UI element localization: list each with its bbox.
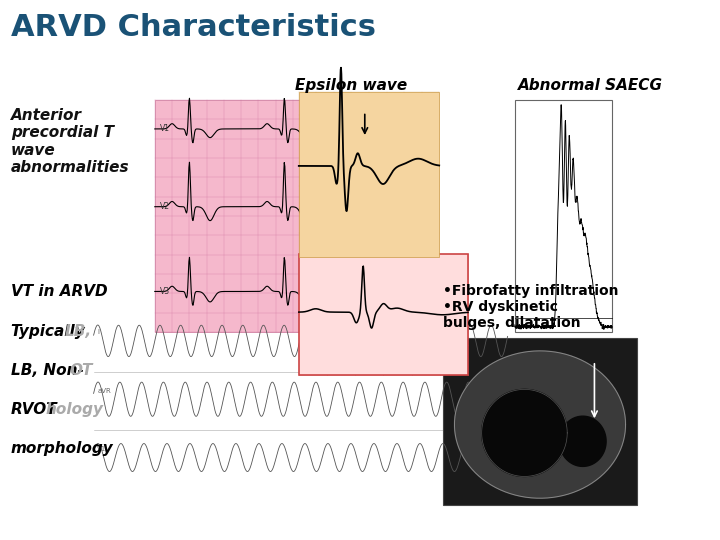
Text: V1: V1	[160, 124, 170, 133]
Text: V3: V3	[160, 287, 170, 296]
Text: Epsilon wave: Epsilon wave	[295, 78, 408, 93]
Text: morphology: morphology	[11, 441, 114, 456]
Bar	[299, 254, 468, 375]
Text: V2: V2	[160, 202, 170, 211]
Text: aVR: aVR	[97, 388, 111, 394]
Text: LB, Non-: LB, Non-	[11, 363, 84, 378]
Text: ARVD Characteristics: ARVD Characteristics	[11, 14, 376, 43]
Text: OT: OT	[70, 363, 93, 378]
Text: Anterior
precordial T
wave
abnormalities: Anterior precordial T wave abnormalities	[11, 108, 130, 175]
Text: Typically: Typically	[11, 324, 90, 339]
Text: LB,: LB,	[65, 324, 92, 339]
Text: Abnormal SAECG: Abnormal SAECG	[518, 78, 663, 93]
Polygon shape	[559, 416, 606, 467]
Text: I: I	[97, 329, 99, 335]
Text: hology: hology	[45, 402, 104, 417]
Polygon shape	[454, 351, 626, 498]
Text: V1: V1	[97, 446, 107, 452]
Text: •Fibrofatty infiltration
•RV dyskinetic
bulges, dilatation: •Fibrofatty infiltration •RV dyskinetic …	[443, 284, 618, 330]
Bar	[155, 100, 328, 332]
Bar	[443, 338, 637, 505]
Text: RVOT: RVOT	[11, 402, 58, 417]
Bar	[515, 100, 612, 332]
Text: VT in ARVD: VT in ARVD	[11, 284, 107, 299]
Polygon shape	[482, 389, 567, 476]
Bar	[299, 92, 439, 256]
